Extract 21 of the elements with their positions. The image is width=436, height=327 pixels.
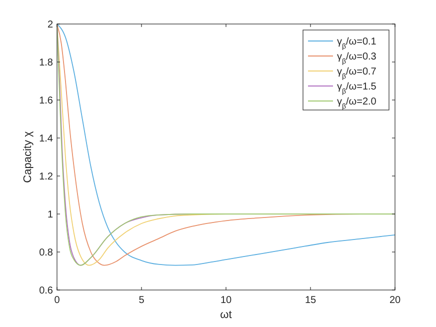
y-tick-label: 2 (47, 20, 54, 30)
x-axis-title: ωt (220, 309, 232, 321)
x-tick-label: 10 (220, 295, 232, 306)
y-tick-label: 0.8 (39, 248, 54, 258)
y-tick-label: 1.8 (39, 58, 54, 68)
legend-label: γ$_{β}$/ω=0.1 (337, 36, 377, 50)
y-axis-title: Capacity χ (22, 130, 34, 183)
y-tick-label: 1.6 (39, 96, 54, 106)
y-tick-label: 1.4 (39, 134, 54, 144)
x-tick-label: 5 (138, 295, 145, 306)
legend-label: γ$_{β}$/ω=1.5 (337, 82, 377, 95)
x-tick-label: 0 (54, 295, 60, 306)
y-tick-label: 1 (47, 210, 54, 220)
legend-label: γ$_{β}$/ω=0.7 (337, 66, 377, 80)
legend-label: γ$_{β}$/ω=2.0 (337, 96, 377, 110)
x-tick-label: 20 (389, 295, 401, 306)
line-series (57, 24, 395, 266)
y-tick-label: 0.6 (39, 286, 54, 296)
legend-label: γ$_{β}$/ω=0.3 (337, 52, 377, 65)
x-tick-label: 15 (304, 295, 316, 306)
y-tick-label: 1.2 (39, 172, 54, 182)
